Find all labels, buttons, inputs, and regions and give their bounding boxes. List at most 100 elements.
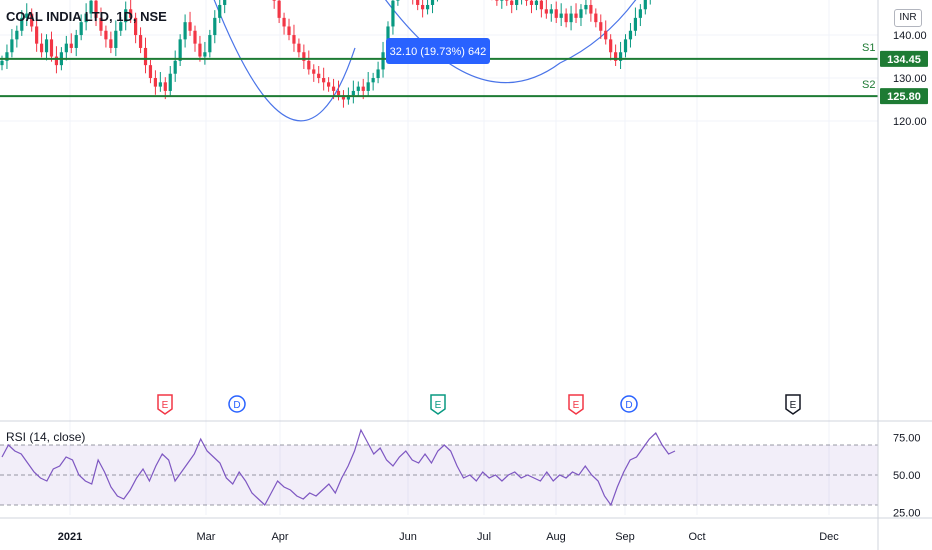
event-marker-e: E	[430, 394, 446, 415]
y-tick-label: 120.00	[893, 116, 927, 128]
candle-body	[534, 0, 539, 5]
candle-body	[183, 22, 187, 40]
candle-body	[361, 86, 365, 91]
candle-body	[307, 60, 311, 70]
rsi-band	[0, 445, 878, 505]
event-marker-text: E	[790, 400, 797, 411]
candle-body	[302, 52, 306, 61]
candle-body	[287, 26, 291, 36]
candle-body	[178, 39, 182, 61]
candle-body	[495, 0, 499, 1]
candle-body	[371, 78, 375, 83]
candle-body	[272, 0, 276, 1]
candle-body	[346, 95, 350, 100]
candle-body	[20, 17, 24, 31]
grid-lines	[0, 0, 878, 515]
candle-body	[134, 17, 138, 36]
event-marker-e: E	[568, 394, 584, 415]
candle-body	[539, 0, 543, 10]
x-tick-label: Jun	[399, 531, 417, 543]
candle-body	[643, 0, 647, 10]
y-tick-label: 140.00	[893, 30, 927, 42]
candle-body	[341, 95, 346, 100]
event-marker-circle	[620, 395, 638, 413]
event-marker-text: D	[625, 400, 632, 411]
candle-body	[559, 13, 563, 18]
candle-body	[396, 0, 400, 1]
event-marker-d: D	[620, 395, 638, 413]
event-marker-text: E	[162, 400, 169, 411]
event-marker-e: E	[785, 394, 801, 415]
candle-body	[336, 90, 341, 96]
candle-body	[74, 35, 78, 48]
candle-body	[84, 13, 88, 23]
candle-body	[0, 60, 4, 66]
candle-body	[143, 47, 148, 66]
x-tick-label: Apr	[271, 531, 288, 543]
candle-body	[158, 82, 162, 87]
cup-curve-left	[213, 0, 356, 122]
x-tick-label: 2021	[58, 531, 82, 543]
x-tick-label: Dec	[819, 531, 839, 543]
y-tick-label: 130.00	[893, 73, 927, 85]
candle-body	[351, 90, 355, 96]
event-marker-text: D	[233, 400, 240, 411]
candle-body	[623, 39, 628, 53]
rsi-tick-label: 50.00	[893, 470, 921, 482]
candle-body	[138, 35, 143, 48]
candle-body	[109, 39, 113, 48]
candle-body	[554, 9, 558, 18]
candle-body	[89, 0, 93, 14]
price-tag-bg	[880, 50, 928, 67]
candle-body	[69, 43, 73, 48]
candle-body	[208, 35, 212, 53]
candle-body	[218, 4, 222, 18]
measure-box	[386, 38, 490, 64]
candle-body	[633, 17, 638, 31]
candle-body	[203, 52, 207, 57]
rsi-title: RSI (14, close)	[6, 430, 86, 444]
price-tag-bg	[880, 88, 928, 105]
level-label-s1: S1	[862, 42, 875, 54]
event-marker-shape	[785, 394, 801, 415]
event-marker-d: D	[228, 395, 246, 413]
x-tick-label: Oct	[688, 531, 705, 543]
candle-body	[94, 0, 98, 18]
chart-title: COAL INDIA LTD, 1D, NSE	[6, 9, 167, 24]
candle-body	[421, 4, 425, 10]
candle-body	[430, 0, 435, 5]
candle-body	[129, 9, 133, 18]
candle-body	[292, 35, 296, 44]
candle-body	[44, 39, 49, 53]
candle-body	[124, 9, 128, 23]
candle-body	[79, 22, 83, 36]
candle-body	[163, 82, 167, 91]
candle-body	[544, 9, 548, 14]
candle-body	[356, 86, 360, 91]
candle-body	[376, 69, 380, 79]
candle-body	[505, 0, 509, 1]
candle-body	[500, 0, 504, 1]
candle-body	[331, 86, 336, 91]
event-marker-shape	[568, 394, 584, 415]
candle-body	[327, 82, 331, 87]
currency-badge[interactable]: INR	[894, 9, 922, 27]
candle-body	[599, 22, 603, 31]
candle-body	[297, 43, 301, 53]
candle-body	[168, 73, 172, 91]
candle-body	[425, 4, 430, 10]
candle-body	[579, 9, 583, 18]
candle-body	[614, 52, 618, 61]
event-marker-text: E	[435, 400, 442, 411]
level-label-s2: S2	[862, 79, 875, 91]
candle-body	[49, 39, 54, 57]
candle-body	[25, 13, 29, 18]
candle-body	[188, 22, 192, 31]
price-tag-125.80: 125.80	[887, 91, 921, 103]
candle-body	[524, 0, 529, 1]
candle-body	[173, 60, 177, 74]
candle-body	[529, 0, 534, 5]
candle-body	[54, 56, 59, 66]
candle-body	[618, 52, 623, 61]
